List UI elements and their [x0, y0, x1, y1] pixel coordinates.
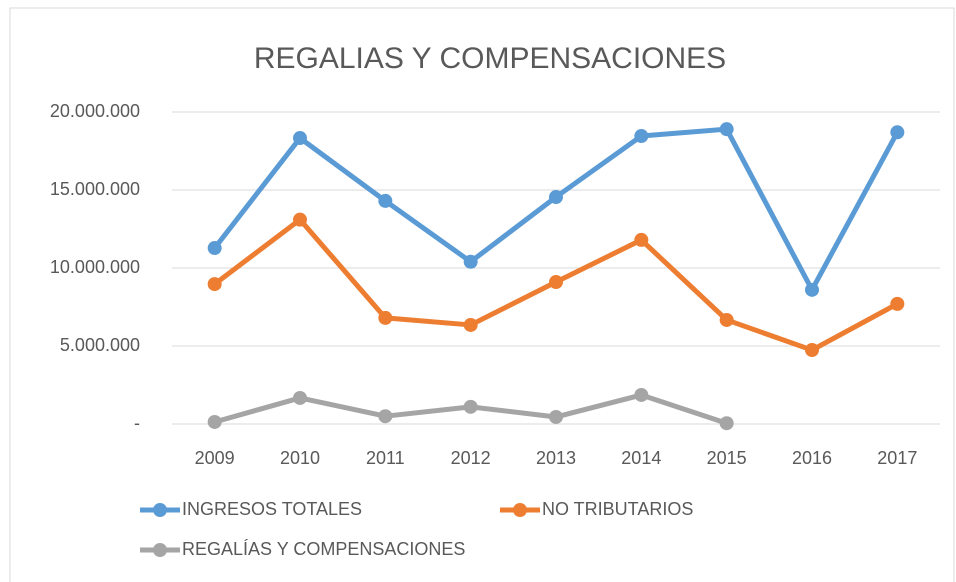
data-point	[634, 232, 649, 247]
x-tick-label: 2009	[195, 448, 235, 468]
data-point	[805, 343, 819, 358]
data-point	[549, 409, 563, 424]
data-point	[549, 275, 563, 290]
x-tick-label: 2017	[877, 448, 917, 468]
data-point	[293, 131, 307, 146]
data-point	[378, 409, 393, 424]
data-point	[378, 310, 393, 325]
chart-border	[9, 7, 955, 582]
data-point	[293, 212, 307, 227]
legend-marker	[153, 503, 167, 517]
data-point	[549, 190, 563, 205]
data-point	[463, 317, 478, 332]
y-tick-label: 20.000.000	[50, 101, 140, 121]
data-point	[805, 282, 819, 297]
data-point	[719, 312, 734, 327]
data-point	[207, 414, 222, 429]
legend-marker	[513, 503, 527, 517]
data-point	[634, 387, 649, 402]
x-tick-label: 2011	[366, 448, 405, 468]
data-point	[293, 390, 307, 405]
y-tick-label: 10.000.000	[50, 257, 140, 277]
legend-label: INGRESOS TOTALES	[182, 499, 362, 519]
y-tick-label: -	[134, 413, 140, 433]
data-point	[890, 296, 905, 311]
data-point	[207, 241, 222, 256]
legend-marker	[153, 543, 167, 557]
legend-label: NO TRIBUTARIOS	[542, 499, 693, 519]
x-tick-label: 2010	[280, 448, 320, 468]
y-tick-label: 5.000.000	[60, 335, 140, 355]
data-point	[378, 193, 393, 208]
x-tick-label: 2012	[451, 448, 491, 468]
x-tick-label: 2014	[621, 448, 661, 468]
legend-label: REGALÍAS Y COMPENSACIONES	[182, 539, 465, 559]
data-point	[463, 399, 478, 414]
data-point	[719, 416, 734, 431]
x-tick-label: 2015	[707, 448, 747, 468]
x-tick-label: 2016	[792, 448, 832, 468]
data-point	[463, 254, 478, 269]
data-point	[890, 125, 905, 140]
x-tick-label: 2013	[536, 448, 576, 468]
chart-title: REGALIAS Y COMPENSACIONES	[254, 42, 726, 75]
y-tick-label: 15.000.000	[50, 179, 140, 199]
data-point	[634, 129, 649, 144]
data-point	[207, 277, 222, 292]
data-point	[719, 122, 734, 137]
